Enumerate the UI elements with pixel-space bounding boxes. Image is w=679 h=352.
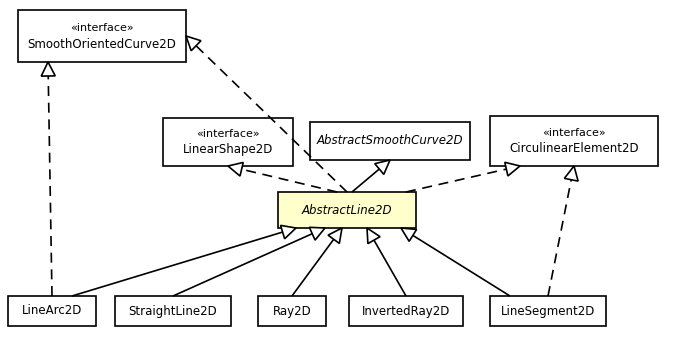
Polygon shape (280, 225, 296, 239)
Polygon shape (41, 62, 55, 76)
Polygon shape (328, 228, 342, 244)
Polygon shape (228, 162, 243, 176)
Bar (349, 296, 463, 326)
Bar (490, 296, 606, 326)
Text: LineArc2D: LineArc2D (22, 304, 82, 318)
Bar (258, 296, 326, 326)
Polygon shape (401, 228, 417, 241)
Bar (115, 296, 231, 326)
Polygon shape (310, 227, 325, 240)
Text: StraightLine2D: StraightLine2D (128, 304, 217, 318)
Polygon shape (375, 160, 390, 174)
Polygon shape (564, 166, 578, 181)
Text: LinearShape2D: LinearShape2D (183, 144, 273, 157)
Text: LineSegment2D: LineSegment2D (501, 304, 595, 318)
Polygon shape (504, 162, 520, 176)
Text: AbstractLine2D: AbstractLine2D (301, 203, 392, 216)
Bar (278, 192, 416, 228)
Bar (490, 116, 658, 166)
Polygon shape (186, 36, 201, 51)
Text: «interface»: «interface» (70, 23, 134, 33)
Text: CirculinearElement2D: CirculinearElement2D (509, 143, 639, 156)
Text: AbstractSmoothCurve2D: AbstractSmoothCurve2D (316, 134, 463, 147)
Bar (18, 10, 186, 62)
Bar (310, 122, 470, 160)
Text: «interface»: «interface» (196, 129, 260, 139)
Text: Ray2D: Ray2D (273, 304, 312, 318)
Polygon shape (367, 228, 380, 244)
Text: SmoothOrientedCurve2D: SmoothOrientedCurve2D (28, 38, 177, 50)
Bar (163, 118, 293, 166)
Bar (8, 296, 96, 326)
Text: «interface»: «interface» (543, 128, 606, 138)
Text: InvertedRay2D: InvertedRay2D (362, 304, 450, 318)
